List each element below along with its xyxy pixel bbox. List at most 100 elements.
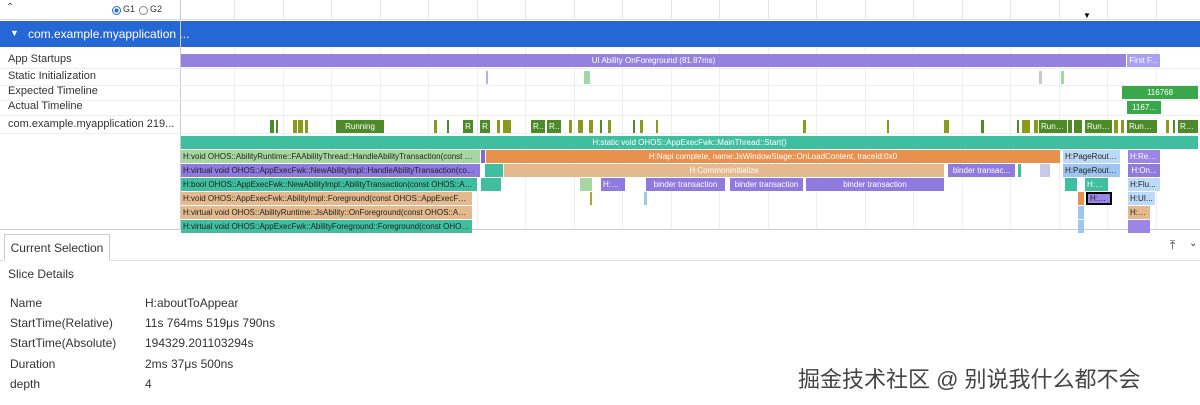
slice[interactable]: H:PageRoute... [1063,150,1120,163]
slice[interactable]: H:virtual void OHOS::AppExecFwk::Ability… [181,220,472,233]
pin-icon[interactable]: ⤒ [1170,238,1176,252]
radio-g2[interactable] [139,6,148,15]
slice[interactable]: R... [547,120,561,133]
slice[interactable]: H:O... [601,178,625,191]
slice[interactable] [1074,120,1082,133]
slice[interactable]: First F... [1127,54,1160,67]
slice[interactable]: H:F... [1128,206,1150,219]
slice[interactable] [600,120,602,133]
slice[interactable] [1078,220,1084,233]
slice[interactable] [608,120,611,133]
grid-line [1107,0,1108,20]
slice[interactable]: 1167... [1127,101,1161,114]
slice[interactable] [633,120,635,133]
slice[interactable] [481,150,485,163]
slice[interactable]: H:virtual void OHOS::AbilityRuntime::JsA… [181,206,472,219]
row-separator [0,115,1200,116]
slice[interactable] [481,178,501,191]
slice[interactable]: binder transaction [730,178,803,191]
slice[interactable] [580,178,592,191]
slice[interactable]: UI Ability OnForeground (81.87ms) [181,54,1126,67]
slice[interactable] [1061,71,1064,84]
radio-g1[interactable] [112,6,121,15]
slice[interactable]: binder transac... [948,164,1015,177]
slice[interactable] [584,71,590,84]
slice[interactable] [503,120,511,133]
grid-line [913,0,914,20]
slice[interactable] [1040,164,1050,177]
slice[interactable] [644,192,647,205]
slice[interactable] [485,164,503,177]
slice[interactable]: H:void OHOS::AppExecFwk::AbilityImpl::Fo… [181,192,472,205]
slice[interactable] [981,120,984,133]
slice[interactable] [1022,120,1030,133]
slice[interactable] [276,120,278,133]
slice[interactable]: H:Flu... [1128,178,1160,191]
slice[interactable]: Runni... [1127,120,1157,133]
slice[interactable] [497,120,500,133]
slice[interactable] [1173,120,1175,133]
slice[interactable] [589,120,593,133]
detail-value: H:aboutToAppear [145,296,239,310]
expand-icon: ▼ [10,28,19,38]
slice[interactable]: H:bool OHOS::AppExecFwk::NewAbilityImpl:… [181,178,477,191]
slice[interactable] [1039,71,1042,84]
radio-label: G1 [123,4,136,14]
slice[interactable] [1018,164,1021,177]
slice[interactable]: H:virtual void OHOS::AppExecFwk::NewAbil… [181,164,480,177]
slice[interactable] [569,120,572,133]
slice[interactable]: H:Napi complete, name:JsWindowStage::OnL… [486,150,1060,163]
slice[interactable] [578,120,583,133]
slice[interactable]: Runn... [1178,120,1198,133]
tab[interactable]: Current Selection [4,234,110,261]
slice[interactable]: H:UI... [1128,192,1155,205]
slice[interactable] [305,120,308,133]
slice[interactable]: binder transaction [806,178,944,191]
slice[interactable] [944,120,949,133]
slice[interactable]: H:Rece... [1128,150,1160,163]
slice[interactable]: H:C... [1085,178,1108,191]
slice[interactable] [656,120,658,133]
slice[interactable]: H:CommonInitialize [504,164,944,177]
slice[interactable] [1078,192,1084,205]
slice[interactable]: R [463,120,473,133]
slice[interactable] [640,120,643,133]
slice[interactable] [1017,120,1019,133]
slice[interactable] [803,120,806,133]
slice[interactable] [1128,220,1150,233]
slice[interactable] [486,71,488,84]
collapse-icon[interactable]: ⌄ [1189,238,1198,249]
slice[interactable]: H:static void OHOS::AppExecFwk::MainThre… [181,136,1198,149]
grid-line [1155,0,1157,20]
slice[interactable]: Running [1085,120,1112,133]
slice[interactable] [1078,206,1084,219]
slice[interactable]: H:On... [1128,164,1160,177]
grid-line [719,0,720,20]
grid-line [282,0,284,20]
slice[interactable] [434,120,437,133]
slice[interactable]: Running [1039,120,1067,133]
grid-line [1010,0,1011,20]
collapse-icon[interactable]: ⌃ [6,2,15,13]
slice[interactable] [1166,120,1169,133]
slice[interactable] [887,120,889,133]
slice[interactable] [447,120,449,133]
slice-selected[interactable]: H:a... [1086,192,1112,205]
process-header[interactable]: ▼ com.example.myapplication ... [0,21,1200,47]
slice[interactable] [298,120,303,133]
slice[interactable] [1065,178,1077,191]
slice[interactable]: binder transaction [646,178,725,191]
slice[interactable]: R [480,120,490,133]
slice[interactable] [293,120,297,133]
slice[interactable] [1114,120,1118,133]
slice[interactable] [1068,120,1072,133]
slice[interactable] [1034,120,1038,133]
slice[interactable]: Running [336,120,384,133]
slice[interactable] [1121,120,1124,133]
slice[interactable] [270,120,274,133]
slice[interactable] [590,192,592,205]
slice[interactable]: R... [531,120,545,133]
slice[interactable]: 116768 [1122,86,1198,99]
slice[interactable]: H:PageRoute... [1063,164,1120,177]
slice[interactable]: H:void OHOS::AbilityRuntime::FAAbilityTh… [181,150,480,163]
